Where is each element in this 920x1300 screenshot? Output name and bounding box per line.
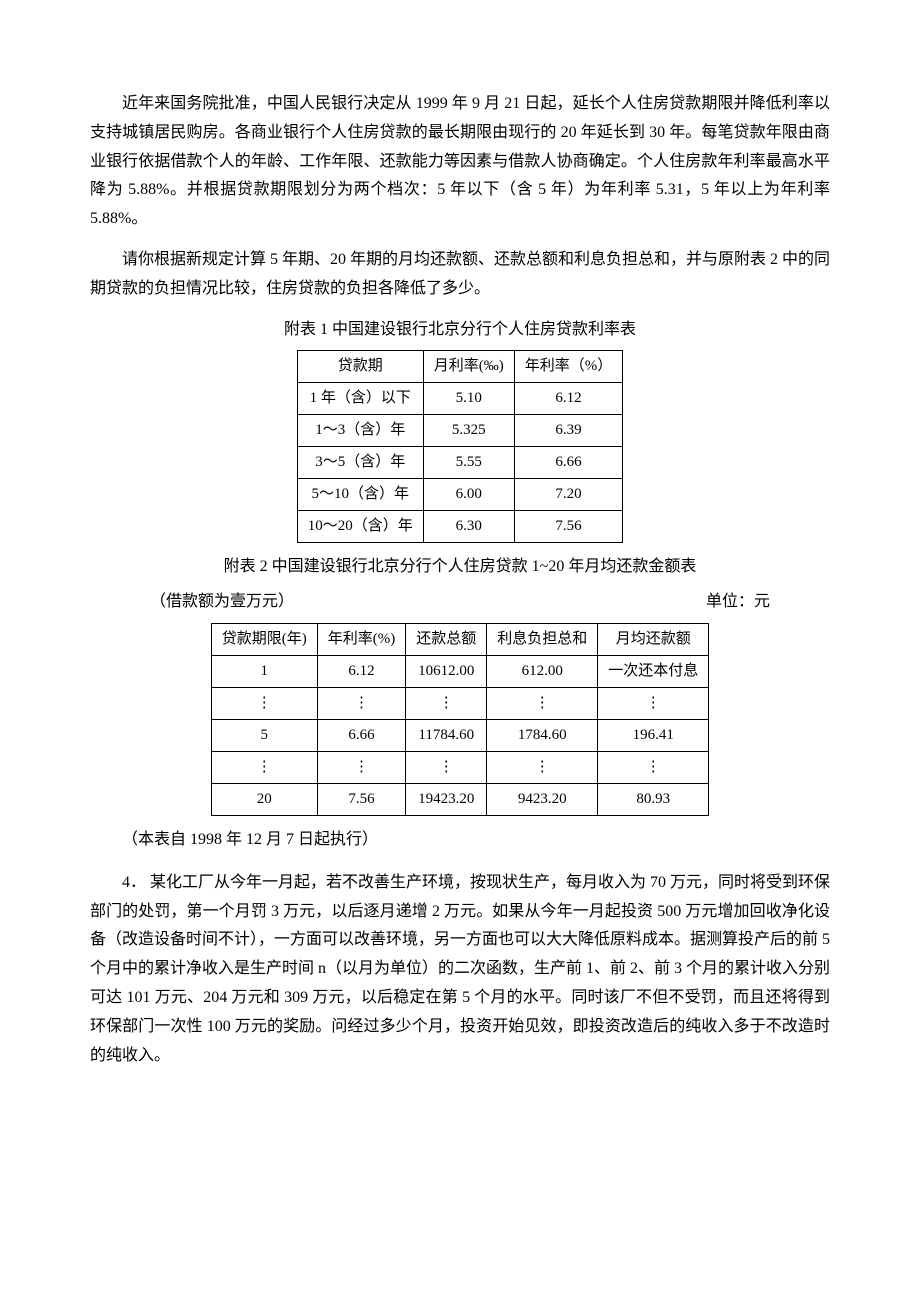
table-row: 5 6.66 11784.60 1784.60 196.41 xyxy=(211,719,709,751)
cell: ⋮ xyxy=(487,751,598,783)
cell: 11784.60 xyxy=(406,719,487,751)
table2-col0: 贷款期限(年) xyxy=(211,623,317,655)
cell: 80.93 xyxy=(598,783,709,815)
table-row: ⋮ ⋮ ⋮ ⋮ ⋮ xyxy=(211,751,709,783)
cell: 10612.00 xyxy=(406,655,487,687)
cell: 6.12 xyxy=(514,383,623,415)
table1: 贷款期 月利率(‰) 年利率（%） 1 年（含）以下 5.10 6.12 1～3… xyxy=(297,350,624,543)
cell: 196.41 xyxy=(598,719,709,751)
cell: ⋮ xyxy=(598,687,709,719)
cell: 7.20 xyxy=(514,479,623,511)
table2-col1: 年利率(%) xyxy=(317,623,406,655)
table-row: 1 年（含）以下 5.10 6.12 xyxy=(297,383,623,415)
table2: 贷款期限(年) 年利率(%) 还款总额 利息负担总和 月均还款额 1 6.12 … xyxy=(211,623,710,816)
cell: 6.66 xyxy=(514,447,623,479)
cell: ⋮ xyxy=(406,751,487,783)
cell: ⋮ xyxy=(211,687,317,719)
cell: ⋮ xyxy=(211,751,317,783)
cell: 9423.20 xyxy=(487,783,598,815)
table1-col0: 贷款期 xyxy=(297,351,423,383)
table2-subnote-right: 单位：元 xyxy=(706,588,770,617)
cell: 19423.20 xyxy=(406,783,487,815)
cell: ⋮ xyxy=(487,687,598,719)
table2-footnote: （本表自 1998 年 12 月 7 日起执行） xyxy=(90,826,830,855)
cell: 6.30 xyxy=(423,511,514,543)
cell: 6.12 xyxy=(317,655,406,687)
table1-title: 附表 1 中国建设银行北京分行个人住房贷款利率表 xyxy=(90,316,830,345)
table2-col4: 月均还款额 xyxy=(598,623,709,655)
paragraph-1: 近年来国务院批准，中国人民银行决定从 1999 年 9 月 21 日起，延长个人… xyxy=(90,90,830,234)
cell: 5 xyxy=(211,719,317,751)
paragraph-2: 请你根据新规定计算 5 年期、20 年期的月均还款额、还款总额和利息负担总和，并… xyxy=(90,246,830,304)
cell: 6.66 xyxy=(317,719,406,751)
table-header-row: 贷款期限(年) 年利率(%) 还款总额 利息负担总和 月均还款额 xyxy=(211,623,709,655)
table2-col3: 利息负担总和 xyxy=(487,623,598,655)
table-row: 10～20（含）年 6.30 7.56 xyxy=(297,511,623,543)
cell: 一次还本付息 xyxy=(598,655,709,687)
cell: 5～10（含）年 xyxy=(297,479,423,511)
table-row: 3～5（含）年 5.55 6.66 xyxy=(297,447,623,479)
cell: ⋮ xyxy=(406,687,487,719)
cell: 1～3（含）年 xyxy=(297,415,423,447)
table1-col1: 月利率(‰) xyxy=(423,351,514,383)
table2-subnote-row: （借款额为壹万元） 单位：元 xyxy=(150,588,770,617)
cell: 5.325 xyxy=(423,415,514,447)
cell: 20 xyxy=(211,783,317,815)
table1-col2: 年利率（%） xyxy=(514,351,623,383)
cell: ⋮ xyxy=(317,687,406,719)
table2-title: 附表 2 中国建设银行北京分行个人住房贷款 1~20 年月均还款金额表 xyxy=(90,553,830,582)
cell: 10～20（含）年 xyxy=(297,511,423,543)
paragraph-3: 4． 某化工厂从今年一月起，若不改善生产环境，按现状生产，每月收入为 70 万元… xyxy=(90,869,830,1071)
cell: 7.56 xyxy=(514,511,623,543)
table2-subnote-left: （借款额为壹万元） xyxy=(150,588,294,617)
cell: 612.00 xyxy=(487,655,598,687)
table-row: 1～3（含）年 5.325 6.39 xyxy=(297,415,623,447)
cell: ⋮ xyxy=(317,751,406,783)
cell: 5.55 xyxy=(423,447,514,479)
cell: 3～5（含）年 xyxy=(297,447,423,479)
cell: 7.56 xyxy=(317,783,406,815)
table-row: 5～10（含）年 6.00 7.20 xyxy=(297,479,623,511)
table-row: 20 7.56 19423.20 9423.20 80.93 xyxy=(211,783,709,815)
cell: 5.10 xyxy=(423,383,514,415)
cell: 1 年（含）以下 xyxy=(297,383,423,415)
cell: 6.39 xyxy=(514,415,623,447)
cell: 1784.60 xyxy=(487,719,598,751)
cell: 1 xyxy=(211,655,317,687)
cell: ⋮ xyxy=(598,751,709,783)
table-header-row: 贷款期 月利率(‰) 年利率（%） xyxy=(297,351,623,383)
table-row: ⋮ ⋮ ⋮ ⋮ ⋮ xyxy=(211,687,709,719)
table-row: 1 6.12 10612.00 612.00 一次还本付息 xyxy=(211,655,709,687)
table2-col2: 还款总额 xyxy=(406,623,487,655)
cell: 6.00 xyxy=(423,479,514,511)
